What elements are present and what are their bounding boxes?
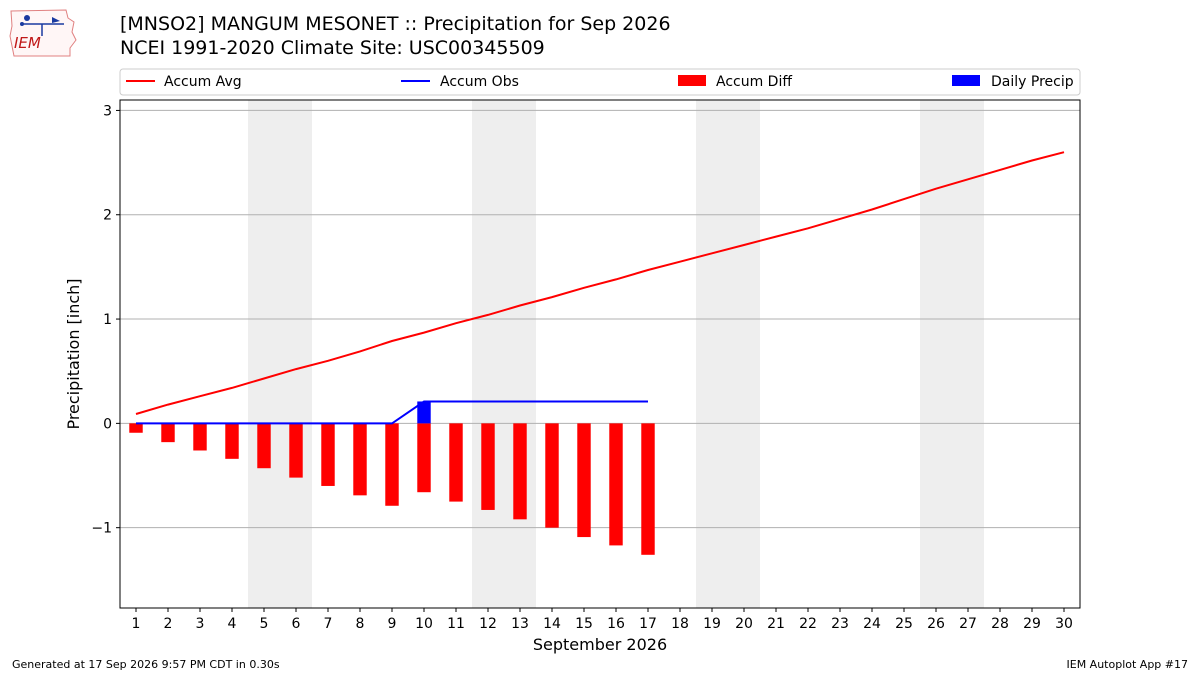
x-tick-label: 25 [895,616,913,632]
y-axis-label: Precipitation [inch] [64,278,83,429]
y-tick-label: 3 [103,103,112,119]
legend-label-accum-diff: Accum Diff [716,74,792,90]
accum-diff-bar [353,423,367,496]
legend-frame [119,68,1081,96]
y-tick-label: −1 [91,521,112,537]
x-tick-label: 13 [511,616,529,632]
x-tick-label: 22 [799,616,817,632]
x-tick-label: 30 [1055,616,1073,632]
accum-diff-bar [129,423,143,433]
chart-subtitle: NCEI 1991-2020 Climate Site: USC00345509 [120,37,545,59]
x-tick-label: 17 [639,616,657,632]
legend: Accum Avg Accum Obs Accum Diff Daily Pre… [119,68,1081,96]
accum-diff-bar [449,423,463,502]
x-tick-label: 4 [228,616,237,632]
x-tick-label: 3 [196,616,205,632]
x-tick-label: 8 [356,616,365,632]
x-tick-label: 16 [607,616,625,632]
accum-diff-bar [545,423,559,528]
legend-label-daily-precip: Daily Precip [991,74,1074,90]
x-tick-label: 24 [863,616,881,632]
accum-diff-bar [193,423,207,451]
accum-diff-bar [641,423,655,555]
legend-label-accum-obs: Accum Obs [440,74,519,90]
accum-diff-bar [417,423,431,493]
accum-avg-line [135,151,1065,415]
footer-generated-text: Generated at 17 Sep 2026 9:57 PM CDT in … [12,658,280,671]
accum-diff-bar [289,423,303,478]
x-tick-label: 9 [388,616,397,632]
accum-diff-bar [161,423,175,443]
x-tick-label: 7 [324,616,333,632]
accum-diff-bar [481,423,495,510]
x-tick-label: 6 [292,616,301,632]
accum-diff-bar [513,423,527,520]
x-tick-label: 2 [164,616,173,632]
y-tick-label: 0 [103,416,112,432]
accum-diff-bar [225,423,239,459]
x-tick-label: 29 [1023,616,1041,632]
plot-frame [119,99,1081,609]
daily-precip-bar [417,401,431,424]
chart-title: [MNSO2] MANGUM MESONET :: Precipitation … [120,13,671,35]
x-tick-label: 21 [767,616,785,632]
accum-diff-bar [321,423,335,486]
x-tick-label: 19 [703,616,721,632]
legend-swatch-accum-diff [678,75,706,86]
accum-diff-bar [577,423,591,538]
x-tick-label: 27 [959,616,977,632]
x-tick-label: 28 [991,616,1009,632]
x-tick-label: 14 [543,616,561,632]
weekend-band [696,100,760,608]
x-axis-label: September 2026 [533,635,667,654]
logo-text: IEM [14,34,41,52]
x-tick-label: 23 [831,616,849,632]
x-tick-label: 10 [415,616,433,632]
weekend-band [472,100,536,608]
x-tick-label: 12 [479,616,497,632]
iowa-outline-icon [9,9,77,57]
accum-diff-bar [385,423,399,506]
x-tick-label: 20 [735,616,753,632]
weekend-band [248,100,312,608]
x-tick-label: 15 [575,616,593,632]
legend-swatch-daily-precip [952,75,980,86]
weekend-band [920,100,984,608]
y-tick-label: 1 [103,312,112,328]
footer-app-text: IEM Autoplot App #17 [1066,658,1189,671]
x-tick-label: 5 [260,616,269,632]
accum-diff-bar [609,423,623,546]
iem-logo: IEM [9,9,77,57]
y-tick-label: 2 [103,208,112,224]
x-tick-label: 26 [927,616,945,632]
legend-label-accum-avg: Accum Avg [164,74,242,90]
x-tick-label: 1 [132,616,141,632]
x-tick-label: 11 [447,616,465,632]
accum-obs-line [136,400,648,425]
accum-diff-bar [257,423,271,469]
x-tick-label: 18 [671,616,689,632]
